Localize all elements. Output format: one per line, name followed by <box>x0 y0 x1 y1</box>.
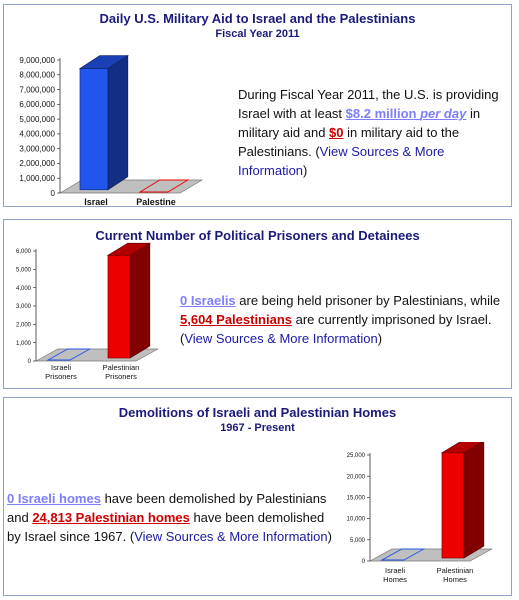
y-tick-label: 5,000 <box>350 538 366 544</box>
palestinian-homes-link[interactable]: 24,813 Palestinian homes <box>32 510 190 525</box>
y-tick-label: 2,000 <box>16 322 32 328</box>
category-label: Prisoners <box>105 372 137 381</box>
bar-top-0 <box>78 55 129 69</box>
prisoners-panel-title: Current Number of Political Prisoners an… <box>95 228 420 243</box>
y-tick-label: 0 <box>28 359 32 365</box>
prisoners-text-after: are currently imprisoned by Israel. ( <box>180 312 492 346</box>
demolitions-panel-title: Demolitions of Israeli and Palestinian H… <box>118 405 397 420</box>
y-tick-label: 1,000,000 <box>19 174 55 183</box>
category-label: Palestinian <box>437 566 474 575</box>
aid-text-mid: in military aid and <box>238 106 481 140</box>
demolitions-text-after: have been demolished by Israel since 196… <box>7 510 325 544</box>
y-tick-label: 7,000,000 <box>19 85 55 94</box>
y-tick-label: 6,000,000 <box>19 100 55 109</box>
bar-0 <box>46 348 92 361</box>
demolitions-chart: 05,00010,00015,00020,00025,000IsraeliHom… <box>347 442 493 584</box>
aid-panel-title: Daily U.S. Military Aid to Israel and th… <box>99 11 416 26</box>
prisoners-text-mid: are being held prisoner by Palestinians,… <box>235 293 501 308</box>
aid-text-end: ) <box>303 163 308 178</box>
israel-aid-per-day: per day <box>420 106 467 121</box>
israeli-homes-link[interactable]: 0 Israeli homes <box>7 491 101 506</box>
israel-aid-link[interactable]: $8.2 million per day <box>346 106 467 121</box>
y-tick-label: 3,000,000 <box>19 144 55 153</box>
bar-side-0 <box>107 54 129 191</box>
israeli-prisoners-link[interactable]: 0 Israelis <box>180 293 236 308</box>
demolitions-sources-link[interactable]: View Sources & More Information <box>134 529 328 544</box>
bar-side-1 <box>463 442 485 559</box>
aid-sources-link[interactable]: View Sources & More Information <box>238 144 445 178</box>
y-tick-label: 4,000,000 <box>19 130 55 139</box>
demolitions-panel-subtitle: 1967 - Present <box>220 422 295 434</box>
y-tick-label: 2,000,000 <box>19 159 55 168</box>
aid-text-after: in military aid to the Palestinians. ( <box>238 125 460 159</box>
y-tick-label: 4,000 <box>16 286 32 292</box>
palestine-aid-link[interactable]: $0 <box>329 125 344 140</box>
y-tick-label: 3,000 <box>16 304 32 310</box>
demolitions-description: 0 Israeli homes have been demolished by … <box>7 489 337 546</box>
y-tick-label: 15,000 <box>347 496 366 502</box>
bar-top-1 <box>440 442 483 454</box>
y-tick-label: 1,000 <box>16 341 32 347</box>
bar-1 <box>138 179 190 193</box>
bar-1 <box>441 452 465 559</box>
y-tick-label: 8,000,000 <box>19 71 55 80</box>
y-tick-label: 5,000 <box>16 267 32 273</box>
demolitions-text-mid: have been demolished by Palestinians and <box>7 491 327 525</box>
y-tick-label: 6,000 <box>16 249 32 255</box>
y-tick-label: 25,000 <box>347 453 366 459</box>
category-label: Israeli <box>51 363 71 372</box>
demolitions-panel: Demolitions of Israeli and Palestinian H… <box>3 397 512 596</box>
category-label: Prisoners <box>45 372 77 381</box>
palestinian-prisoners-link[interactable]: 5,604 Palestinians <box>180 312 293 327</box>
y-tick-label: 0 <box>51 189 56 198</box>
prisoners-panel: Current Number of Political Prisoners an… <box>3 219 512 389</box>
bar-0 <box>79 68 109 191</box>
category-label: Palestine <box>136 197 176 207</box>
aid-description: During Fiscal Year 2011, the U.S. is pro… <box>238 85 500 180</box>
aid-text-before: During Fiscal Year 2011, the U.S. is pro… <box>238 87 499 121</box>
israel-aid-amount: $8.2 million <box>345 106 421 121</box>
category-label: Homes <box>383 575 407 584</box>
bar-top-1 <box>106 242 152 256</box>
prisoners-description: 0 Israelis are being held prisoner by Pa… <box>180 291 504 348</box>
y-tick-label: 10,000 <box>347 517 366 523</box>
category-label: Israeli <box>385 566 405 575</box>
bar-1 <box>107 254 131 359</box>
category-label: Israel <box>84 197 108 207</box>
demolitions-text-end: ) <box>327 529 332 544</box>
bar-side-1 <box>129 242 151 359</box>
y-tick-label: 9,000,000 <box>19 56 55 65</box>
aid-chart: 0 1,000,000 2,000,000 3,000,000 4,000,000 5,0… <box>19 54 204 207</box>
bar-0 <box>380 548 426 561</box>
y-tick-label: 5,000,000 <box>19 115 55 124</box>
prisoners-sources-link[interactable]: View Sources & More Information <box>184 331 378 346</box>
aid-panel-subtitle: Fiscal Year 2011 <box>215 28 300 40</box>
category-label: Homes <box>443 575 467 584</box>
y-tick-label: 20,000 <box>347 474 366 480</box>
prisoners-chart: 01,0002,0003,0004,0005,0006,000IsraeliPr… <box>16 242 159 381</box>
y-tick-label: 0 <box>362 559 366 565</box>
prisoners-text-end: ) <box>377 331 383 346</box>
aid-panel: Daily U.S. Military Aid to Israel and th… <box>3 4 512 207</box>
category-label: Palestinian <box>103 363 140 372</box>
